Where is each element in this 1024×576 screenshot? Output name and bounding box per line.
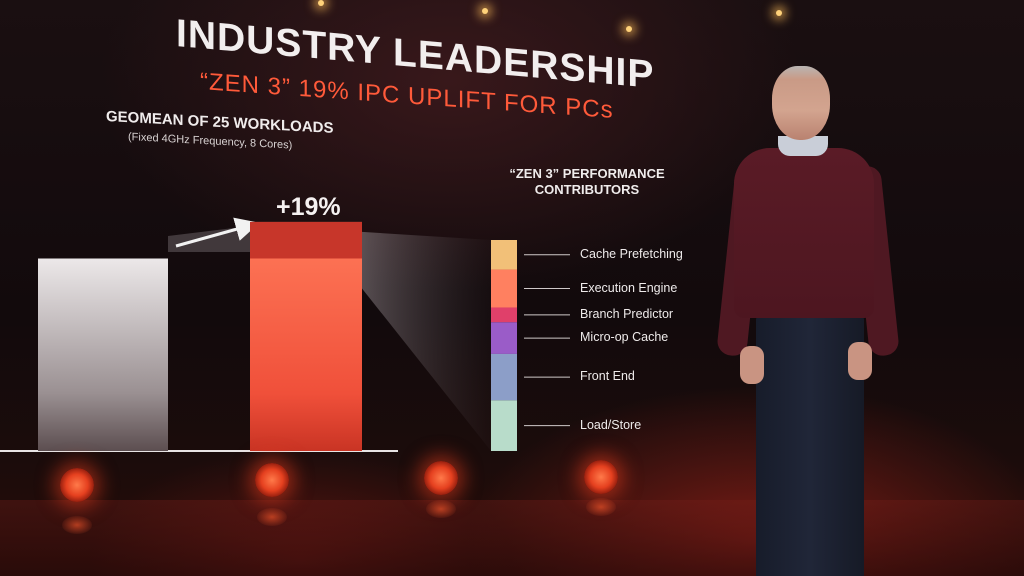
bar-zen2-baseline [38, 258, 168, 451]
lamp-reflection [426, 500, 456, 518]
presenter-sweater [734, 148, 874, 318]
contributors-funnel [362, 231, 491, 451]
stack-segment [491, 322, 517, 354]
stage-lamp [424, 461, 458, 495]
contributor-label: Load/Store [580, 417, 642, 432]
uplift-arrow [175, 217, 260, 248]
stack-segment [491, 269, 517, 308]
stage-lamp [584, 460, 618, 494]
stage-spotlight [482, 8, 488, 14]
presenter-head [772, 66, 830, 140]
stack-segment [491, 400, 517, 451]
bar-zen3-uplift [250, 221, 362, 259]
stack-segment [491, 307, 517, 323]
stack-segment [491, 353, 517, 401]
contributor-label: Branch Predictor [580, 306, 674, 321]
contributor-label: Front End [580, 369, 635, 384]
stage-lamp [60, 468, 94, 502]
uplift-annotation: +19% [276, 193, 341, 221]
contributor-label: Cache Prefetching [580, 246, 683, 261]
bar-zen3 [250, 221, 362, 451]
contributors-title: “ZEN 3” PERFORMANCE CONTRIBUTORS [509, 166, 665, 197]
lamp-reflection [586, 498, 616, 516]
contributor-label: Micro-op Cache [580, 330, 669, 345]
presenter-legs [756, 314, 864, 576]
stage-spotlight [776, 10, 782, 16]
contributor-label: Execution Engine [580, 280, 678, 295]
stage-spotlight [626, 26, 632, 32]
stack-segment [491, 240, 517, 270]
presenter-hand [848, 342, 872, 380]
presenter-hand [740, 346, 764, 384]
stage-spotlight [318, 0, 324, 6]
stage-lamp [255, 463, 289, 497]
lamp-reflection [257, 508, 287, 526]
presenter-collar [778, 136, 828, 156]
presenter [716, 66, 900, 576]
lamp-reflection [62, 516, 92, 534]
